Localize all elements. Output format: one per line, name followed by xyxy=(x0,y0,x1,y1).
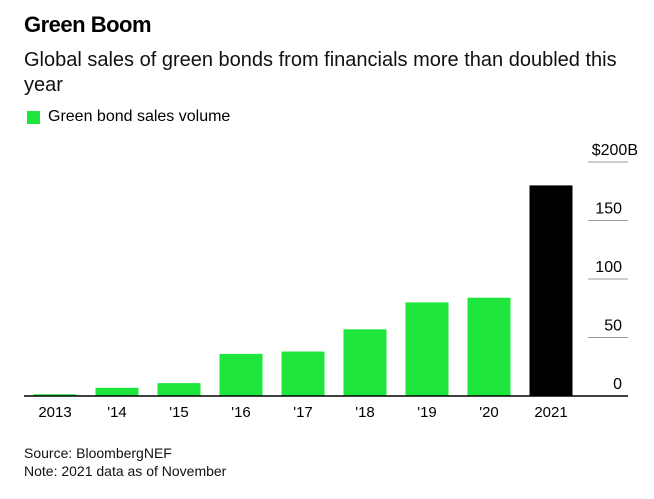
legend-label: Green bond sales volume xyxy=(48,108,231,125)
x-tick-label: '15 xyxy=(169,404,189,421)
bar xyxy=(281,351,325,396)
y-tick-label: 100 xyxy=(595,259,622,276)
x-tick-label: 2013 xyxy=(38,404,71,421)
footer: Source: BloombergNEF Note: 2021 data as … xyxy=(24,444,226,480)
y-tick-label: 50 xyxy=(604,318,622,335)
y-tick-label: 150 xyxy=(595,201,622,218)
legend: Green bond sales volume xyxy=(27,108,230,126)
x-tick-label: '16 xyxy=(231,404,251,421)
bar xyxy=(95,387,139,396)
data-note: Note: 2021 data as of November xyxy=(24,463,227,479)
source-note: Source: BloombergNEF xyxy=(24,445,172,461)
bar xyxy=(157,383,201,396)
x-tick-label: '19 xyxy=(417,404,437,421)
bar xyxy=(343,329,387,396)
legend-swatch xyxy=(27,110,40,124)
x-tick-label: '18 xyxy=(355,404,375,421)
bar xyxy=(33,394,77,396)
chart-title: Green Boom xyxy=(24,12,152,37)
bar xyxy=(405,302,449,396)
x-tick-label: '14 xyxy=(107,404,127,421)
x-tick-label: '20 xyxy=(479,404,499,421)
bar-chart: 2013 '14 '15 '16 '17 '18 '19 '20 2021 0 50 100 150 $2… xyxy=(24,142,638,421)
x-tick-label: 2021 xyxy=(534,404,567,421)
bar xyxy=(219,353,263,396)
chart-subtitle: Global sales of green bonds from financi… xyxy=(24,49,617,96)
bar xyxy=(529,185,573,396)
x-tick-label: '17 xyxy=(293,404,313,421)
y-tick-label: $200B xyxy=(592,142,638,159)
bar xyxy=(467,297,511,396)
y-tick-label: 0 xyxy=(613,376,622,393)
